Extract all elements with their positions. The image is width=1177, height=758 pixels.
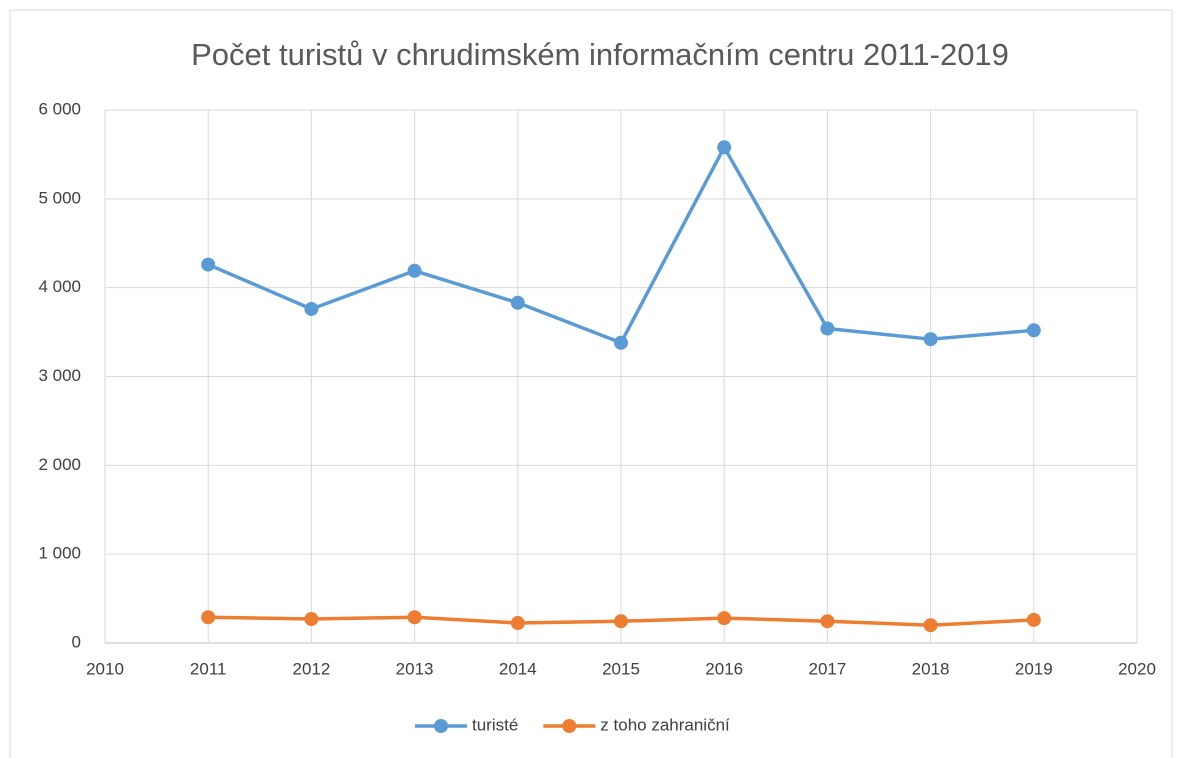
data-point [510, 295, 525, 310]
x-tick-label: 2012 [292, 659, 330, 678]
y-tick-label: 5 000 [38, 188, 81, 207]
x-tick-label: 2011 [190, 659, 227, 678]
y-tick-label: 3 000 [38, 366, 81, 385]
data-point [923, 618, 938, 633]
data-point [201, 257, 216, 272]
x-tick-label: 2010 [86, 659, 124, 678]
data-point [1026, 612, 1041, 627]
data-point [304, 301, 319, 316]
data-point [510, 616, 525, 631]
legend-marker [562, 719, 577, 733]
y-tick-label: 4 000 [38, 277, 81, 296]
x-tick-label: 2015 [602, 659, 640, 678]
data-point [717, 611, 732, 626]
y-tick-label: 2 000 [38, 455, 81, 474]
x-tick-label: 2014 [499, 659, 537, 678]
data-point [407, 263, 422, 278]
y-tick-label: 0 [72, 632, 81, 651]
data-point [820, 614, 835, 629]
data-point [407, 610, 422, 625]
data-point [614, 335, 628, 350]
data-point [614, 614, 628, 629]
x-tick-label: 2013 [396, 659, 434, 678]
data-point [820, 321, 835, 336]
x-tick-label: 2017 [808, 659, 846, 678]
data-point [201, 610, 216, 625]
legend-marker [434, 719, 448, 733]
x-tick-label: 2019 [1015, 659, 1053, 678]
data-point [304, 612, 319, 627]
y-tick-label: 6 000 [38, 99, 81, 118]
x-tick-label: 2018 [912, 659, 950, 678]
legend-label: turisté [472, 715, 518, 734]
data-point [717, 140, 732, 155]
x-tick-label: 2020 [1118, 659, 1156, 678]
data-point [1026, 323, 1041, 338]
chart-frame [9, 9, 1173, 758]
y-tick-label: 1 000 [38, 544, 81, 563]
x-tick-label: 2016 [705, 659, 743, 678]
legend-label: z toho zahraniční [600, 715, 730, 734]
chart-title: Počet turistů v chrudimském informačním … [191, 37, 1009, 72]
data-point [923, 332, 938, 347]
